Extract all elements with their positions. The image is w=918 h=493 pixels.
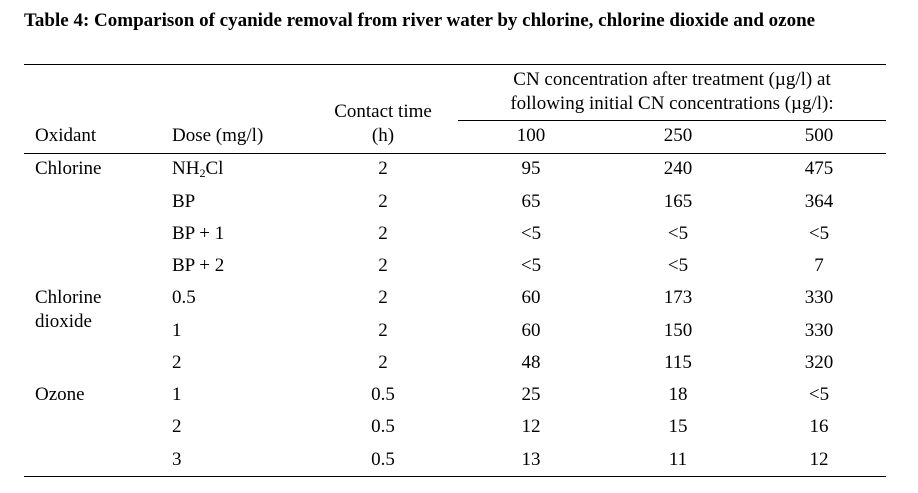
value-cell-500: 7 bbox=[814, 255, 824, 276]
dose-cell: BP bbox=[172, 191, 196, 212]
contact-time-cell: 2 bbox=[378, 223, 388, 244]
value-cell-100: 25 bbox=[521, 384, 541, 405]
bottom-rule bbox=[24, 476, 886, 477]
value-cell-100: 60 bbox=[521, 320, 541, 341]
value-cell-250: 240 bbox=[663, 158, 693, 179]
dose-cell: 1 bbox=[172, 320, 182, 341]
contact-time-cell: 0.5 bbox=[371, 384, 395, 405]
header-cn-concentration-line1: CN concentration after treatment (µg/l) … bbox=[513, 69, 831, 90]
value-cell-250: 18 bbox=[668, 384, 688, 405]
value-cell-100: <5 bbox=[520, 223, 542, 244]
table-caption: Table 4: Comparison of cyanide removal f… bbox=[24, 10, 816, 31]
header-initial-250: 250 bbox=[663, 125, 693, 146]
value-cell-250: 165 bbox=[663, 191, 693, 212]
dose-cell: 2 bbox=[172, 352, 182, 373]
dose-cell: NH2Cl bbox=[172, 158, 224, 180]
value-cell-250: 150 bbox=[663, 320, 693, 341]
contact-time-cell: 2 bbox=[378, 287, 388, 308]
value-cell-100: 13 bbox=[521, 449, 541, 470]
cn-header-rule bbox=[458, 120, 886, 121]
dose-cell: 2 bbox=[172, 416, 182, 437]
value-cell-250: <5 bbox=[667, 223, 689, 244]
value-cell-500: 16 bbox=[809, 416, 829, 437]
dose-cell: 1 bbox=[172, 384, 182, 405]
contact-time-cell: 2 bbox=[378, 255, 388, 276]
value-cell-500: <5 bbox=[808, 384, 830, 405]
header-dose: Dose (mg/l) bbox=[172, 125, 264, 146]
value-cell-500: 12 bbox=[809, 449, 829, 470]
value-cell-500: 330 bbox=[804, 287, 834, 308]
value-cell-250: 115 bbox=[664, 352, 692, 373]
value-cell-500: 330 bbox=[804, 320, 834, 341]
contact-time-cell: 2 bbox=[378, 352, 388, 373]
header-initial-500: 500 bbox=[804, 125, 834, 146]
dose-cell: BP + 1 bbox=[172, 223, 225, 244]
value-cell-500: <5 bbox=[808, 223, 830, 244]
contact-time-cell: 2 bbox=[378, 191, 388, 212]
value-cell-500: 320 bbox=[804, 352, 834, 373]
oxidant-chlorine-dioxide-line2: dioxide bbox=[35, 311, 92, 332]
value-cell-250: 173 bbox=[663, 287, 693, 308]
value-cell-100: 60 bbox=[521, 287, 541, 308]
value-cell-500: 364 bbox=[804, 191, 834, 212]
value-cell-250: <5 bbox=[667, 255, 689, 276]
header-initial-100: 100 bbox=[516, 125, 546, 146]
value-cell-100: 48 bbox=[521, 352, 541, 373]
oxidant-chlorine: Chlorine bbox=[35, 158, 102, 179]
header-cn-concentration-line2: following initial CN concentrations (µg/… bbox=[510, 93, 834, 114]
oxidant-ozone: Ozone bbox=[35, 384, 85, 405]
header-oxidant: Oxidant bbox=[35, 125, 97, 146]
dose-cell: 3 bbox=[172, 449, 182, 470]
header-contact-time-line1: Contact time bbox=[334, 101, 432, 122]
value-cell-500: 475 bbox=[804, 158, 834, 179]
contact-time-cell: 0.5 bbox=[371, 449, 395, 470]
dose-cell: BP + 2 bbox=[172, 255, 225, 276]
value-cell-250: 15 bbox=[668, 416, 688, 437]
contact-time-cell: 0.5 bbox=[371, 416, 395, 437]
value-cell-250: 11 bbox=[668, 449, 688, 470]
value-cell-100: 65 bbox=[521, 191, 541, 212]
value-cell-100: 12 bbox=[521, 416, 541, 437]
value-cell-100: <5 bbox=[520, 255, 542, 276]
header-bottom-rule bbox=[24, 153, 886, 154]
value-cell-100: 95 bbox=[521, 158, 541, 179]
oxidant-chlorine-dioxide-line1: Chlorine bbox=[35, 287, 102, 308]
header-contact-time-line2: (h) bbox=[371, 125, 395, 146]
contact-time-cell: 2 bbox=[378, 320, 388, 341]
dose-cell: 0.5 bbox=[172, 287, 196, 308]
top-rule bbox=[24, 64, 886, 65]
contact-time-cell: 2 bbox=[378, 158, 388, 179]
